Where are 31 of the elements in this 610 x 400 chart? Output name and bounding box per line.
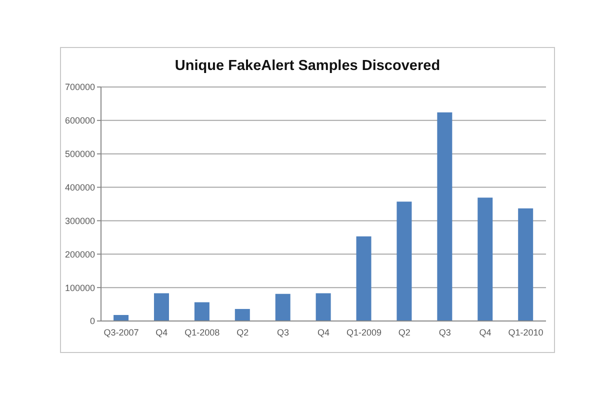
bar <box>316 293 331 321</box>
x-tick-label: Q3-2007 <box>104 327 139 338</box>
y-tick-label: 100000 <box>64 282 95 293</box>
bar <box>194 302 210 321</box>
bar <box>154 293 169 321</box>
bar <box>518 208 534 321</box>
x-tick-label: Q4 <box>479 327 492 338</box>
bar <box>356 236 372 321</box>
x-tick-label: Q3 <box>277 327 290 338</box>
x-tick-label: Q4 <box>317 327 330 338</box>
bar <box>396 202 412 321</box>
y-tick-label: 400000 <box>64 182 95 192</box>
bar <box>114 314 129 321</box>
x-tick-label: Q2 <box>398 327 410 338</box>
bar <box>275 294 290 321</box>
y-tick-label: 0 <box>90 316 95 326</box>
y-tick-label: 500000 <box>64 149 95 160</box>
bar <box>234 308 250 321</box>
bar <box>478 198 493 321</box>
x-tick-label: Q1-2010 <box>508 327 544 338</box>
x-tick-label: Q4 <box>156 327 168 338</box>
y-tick-label: 300000 <box>64 216 95 226</box>
y-tick-label: 700000 <box>64 82 95 92</box>
x-tick-label: Q3 <box>438 327 451 338</box>
x-tick-label: Q2 <box>236 327 249 338</box>
y-tick-label: 600000 <box>64 116 95 126</box>
chart-title: Unique FakeAlert Samples Discovered <box>174 58 442 74</box>
x-tick-label: Q1-2008 <box>184 327 220 338</box>
y-tick-label: 200000 <box>64 249 95 260</box>
x-tick-label: Q1-2009 <box>346 327 382 338</box>
bar <box>437 112 452 321</box>
